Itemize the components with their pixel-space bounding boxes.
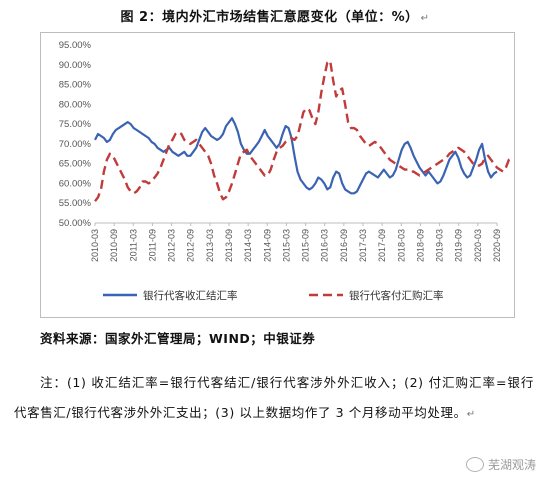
y-tick-label: 60.00%	[59, 178, 92, 189]
y-tick-label: 95.00%	[59, 40, 92, 51]
paragraph-mark: ↵	[420, 13, 430, 24]
y-tick-label: 75.00%	[59, 119, 92, 130]
x-tick-label: 2018-09	[415, 229, 425, 262]
y-tick-label: 85.00%	[59, 80, 92, 91]
x-tick-label: 2019-09	[454, 229, 464, 262]
y-tick-label: 50.00%	[59, 218, 92, 229]
footnotes: 注：(1) 收汇结汇率=银行代客结汇/银行代客涉外外汇收入；(2) 付汇购汇率=…	[14, 368, 534, 430]
wechat-icon	[465, 457, 484, 472]
series-line-settlement-rate	[94, 117, 498, 195]
x-tick-label: 2017-09	[377, 229, 387, 262]
watermark: 芜湖观涛	[465, 456, 536, 473]
x-tick-label: 2014-09	[262, 229, 272, 262]
x-tick-label: 2012-09	[186, 229, 196, 262]
footnotes-text: 注：(1) 收汇结汇率=银行代客结汇/银行代客涉外外汇收入；(2) 付汇购汇率=…	[14, 375, 534, 420]
x-tick-label: 2014-03	[243, 229, 253, 262]
x-tick-label: 2013-03	[205, 229, 215, 262]
x-tick-label: 2011-09	[147, 229, 157, 261]
x-tick-label: 2011-03	[128, 229, 138, 261]
watermark-text: 芜湖观涛	[487, 458, 536, 472]
x-tick-label: 2018-03	[396, 229, 406, 262]
x-tick-label: 2020-09	[492, 229, 502, 262]
x-tick-label: 2012-03	[167, 229, 177, 262]
y-tick-label: 90.00%	[59, 60, 92, 71]
chart-svg: 50.00% 55.00% 60.00% 65.00% 70.00% 75.00% 80.0…	[59, 40, 513, 302]
x-tick-label: 2020-03	[473, 229, 483, 262]
figure-title-text: 图 2：境内外汇市场结售汇意愿变化（单位：%）	[120, 10, 419, 25]
x-tick-label: 2010-03	[90, 229, 100, 262]
legend-label: 银行代客收汇结汇率	[143, 289, 238, 302]
data-source: 资料来源：国家外汇管理局；WIND；中银证券	[40, 331, 316, 346]
paragraph-mark: ↵	[466, 409, 476, 420]
y-tick-label: 80.00%	[59, 99, 92, 110]
legend-label: 银行代客付汇购汇率	[349, 289, 444, 302]
x-tick-label: 2017-03	[358, 229, 368, 262]
x-tick-label: 2019-03	[435, 229, 445, 262]
x-tick-label: 2016-03	[320, 229, 330, 262]
x-tick-label: 2010-09	[109, 229, 119, 262]
series-line-purchase-rate	[94, 59, 513, 202]
x-tick-label: 2013-09	[224, 229, 234, 262]
y-tick-label: 70.00%	[59, 139, 92, 150]
line-chart: 50.00% 55.00% 60.00% 65.00% 70.00% 75.00% 80.0…	[40, 32, 515, 318]
y-tick-label: 65.00%	[59, 159, 92, 170]
y-tick-label: 55.00%	[59, 198, 92, 209]
x-tick-label: 2015-03	[281, 229, 291, 262]
figure-title: 图 2：境内外汇市场结售汇意愿变化（单位：%） ↵	[0, 6, 550, 25]
x-tick-label: 2016-09	[339, 229, 349, 262]
x-tick-label: 2015-09	[301, 229, 311, 262]
